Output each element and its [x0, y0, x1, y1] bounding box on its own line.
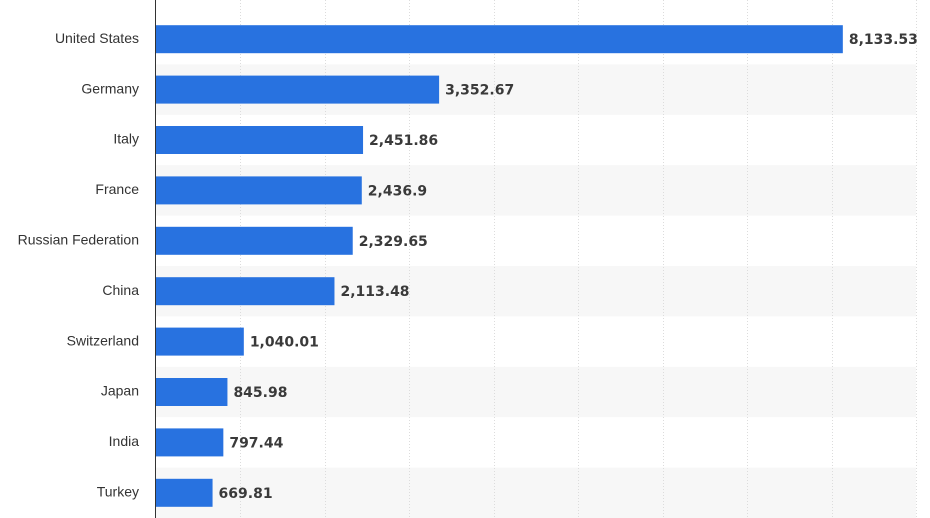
value-label: 2,436.9 — [368, 183, 427, 199]
category-label: India — [109, 433, 140, 449]
category-label: Japan — [101, 383, 139, 399]
value-label: 2,329.65 — [359, 234, 428, 250]
row-bands — [156, 64, 916, 518]
row-band — [156, 467, 916, 518]
value-label: 2,451.86 — [369, 133, 438, 149]
bar — [156, 327, 244, 356]
value-label: 797.44 — [229, 435, 283, 451]
grid-lines — [240, 0, 917, 518]
bar — [156, 25, 843, 54]
category-label: Switzerland — [67, 332, 139, 348]
value-label: 3,352.67 — [445, 83, 514, 99]
category-label: France — [95, 181, 139, 197]
bar — [156, 75, 440, 104]
category-label: Germany — [81, 80, 139, 96]
row-band — [156, 366, 916, 418]
value-label: 2,113.48 — [340, 284, 409, 300]
value-label: 8,133.53 — [849, 32, 918, 48]
category-label: Turkey — [97, 484, 139, 500]
category-label: Italy — [113, 131, 139, 147]
category-labels: United States Germany Italy France Russian F… — [18, 30, 140, 500]
value-label: 845.98 — [233, 385, 287, 401]
category-label: United States — [55, 30, 139, 46]
bar — [156, 176, 362, 205]
bar — [156, 378, 228, 406]
bar — [156, 277, 335, 306]
category-label: Russian Federation — [18, 232, 139, 248]
value-labels: 8,133.53 3,352.67 2,451.86 2,436.9 2,329.65 2… — [219, 32, 918, 502]
category-label: China — [102, 282, 139, 298]
value-label: 669.81 — [219, 486, 273, 502]
bar — [156, 428, 224, 457]
value-label: 1,040.01 — [250, 335, 319, 351]
bars — [156, 25, 843, 507]
bar — [156, 478, 213, 507]
bar — [156, 126, 364, 154]
bar — [156, 226, 353, 255]
